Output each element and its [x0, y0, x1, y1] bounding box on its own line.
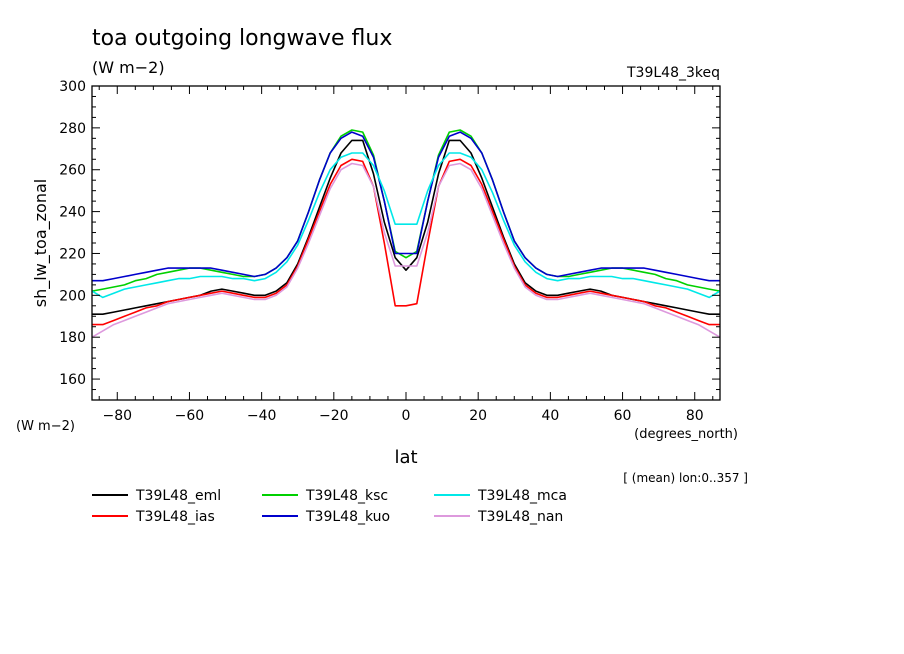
legend-label-T39L48_ias: T39L48_ias: [135, 509, 215, 525]
legend-label-T39L48_kuo: T39L48_kuo: [305, 509, 390, 525]
legend-label-T39L48_ksc: T39L48_ksc: [305, 488, 388, 504]
x-tick-label: −80: [102, 408, 132, 424]
axis-ticks: −80 −60 −40 −20 0 20 40 60 80 160 180 200 220 240 260 2…: [59, 79, 720, 424]
legend: T39L48_eml T39L48_ksc T39L48_mca T39L48_ias…: [92, 488, 567, 525]
chart-title: toa outgoing longwave flux: [92, 26, 392, 51]
x-tick-label: −20: [319, 408, 349, 424]
series-line-T39L48_kuo: [92, 131, 720, 282]
x-tick-label: −60: [175, 408, 205, 424]
y-tick-label: 300: [59, 79, 86, 95]
x-axis-units: (degrees_north): [634, 427, 738, 442]
x-tick-label: 40: [541, 408, 559, 424]
y-tick-label: 240: [59, 205, 86, 221]
series-line-T39L48_nan: [91, 162, 721, 338]
averaging-note: [ (mean) lon:0..357 ]: [623, 471, 748, 485]
y-tick-label: 160: [59, 372, 86, 388]
x-tick-label: −40: [247, 408, 277, 424]
x-tick-label: 80: [686, 408, 704, 424]
legend-label-T39L48_eml: T39L48_eml: [135, 488, 221, 504]
x-tick-label: 0: [402, 408, 411, 424]
x-tick-label: 20: [469, 408, 487, 424]
x-tick-label: 60: [614, 408, 632, 424]
experiment-label: T39L48_3keq: [626, 65, 720, 81]
x-axis-label: lat: [394, 447, 417, 468]
y-axis-units: (W m−2): [16, 419, 75, 434]
series-line-T39L48_ksc: [91, 129, 721, 292]
series-line-T39L48_mca: [91, 152, 721, 299]
y-tick-label: 200: [59, 288, 86, 304]
legend-label-T39L48_mca: T39L48_mca: [477, 488, 567, 504]
y-tick-label: 220: [59, 246, 86, 262]
y-axis-label: sh_lw_toa_zonal: [31, 179, 51, 307]
plot-frame: [91, 85, 721, 401]
y-tick-label: 180: [59, 330, 86, 346]
y-tick-label: 280: [59, 121, 86, 137]
legend-label-T39L48_nan: T39L48_nan: [477, 509, 563, 525]
series-line-T39L48_ias: [92, 158, 720, 326]
plot-lines: [91, 129, 721, 338]
y-tick-label: 260: [59, 163, 86, 179]
chart-units: (W m−2): [92, 58, 165, 77]
series-line-T39L48_eml: [92, 139, 720, 316]
